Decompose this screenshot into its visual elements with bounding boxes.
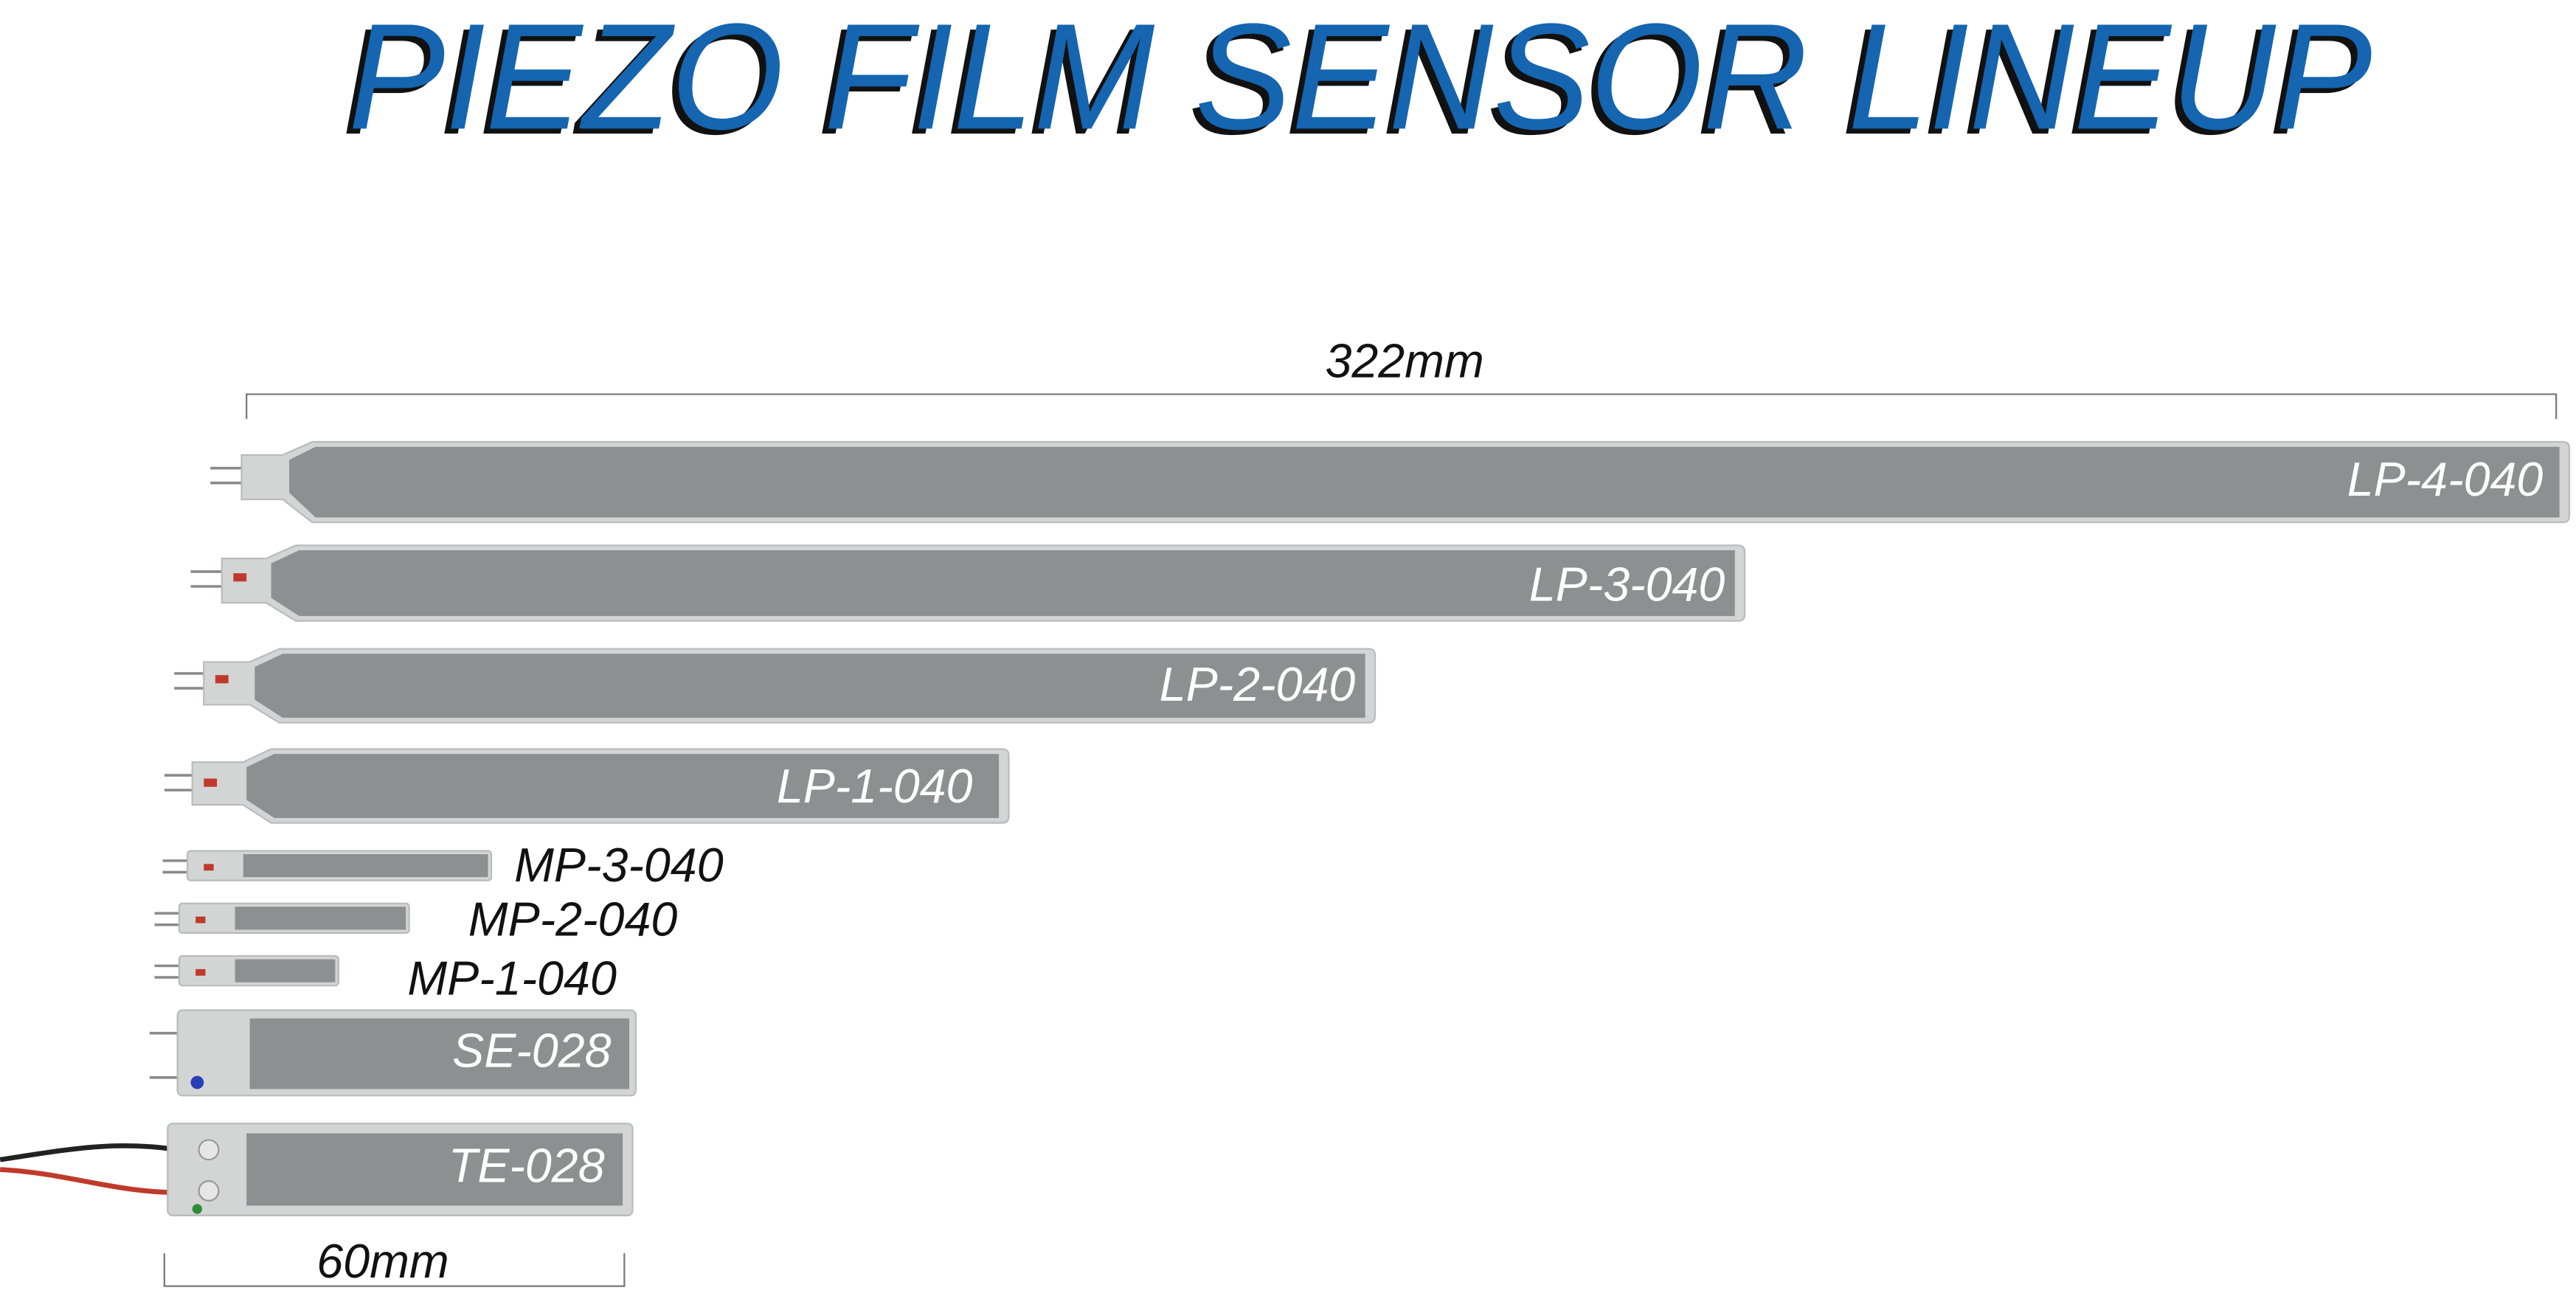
sensor-se-028 bbox=[149, 1009, 637, 1097]
electrode bbox=[271, 550, 1735, 617]
marker-dot bbox=[190, 1075, 204, 1089]
rivet bbox=[198, 1180, 220, 1202]
solder-dot bbox=[215, 675, 229, 684]
sensor-lp-2 bbox=[174, 648, 1377, 724]
sensor-mp-1 bbox=[154, 954, 339, 987]
wire-red bbox=[0, 1167, 178, 1196]
solder-dot bbox=[195, 916, 206, 924]
sensor-mp-2 bbox=[154, 902, 410, 934]
wire-black bbox=[0, 1143, 179, 1162]
electrode bbox=[249, 1018, 630, 1089]
marker-dot bbox=[192, 1204, 203, 1214]
electrode bbox=[235, 959, 336, 983]
sensor-mp-3 bbox=[162, 850, 493, 881]
sensor-label: MP-1-040 bbox=[407, 952, 617, 1005]
sensor-label: LP-1-040 bbox=[777, 760, 973, 813]
sensor-lp-1 bbox=[164, 748, 1010, 824]
title: PIEZO FILM SENSOR LINEUP bbox=[348, 0, 2372, 161]
electrode bbox=[289, 446, 2560, 518]
sensor-label: LP-2-040 bbox=[1160, 658, 1356, 711]
sensor-label: TE-028 bbox=[449, 1140, 605, 1193]
sensor-label: SE-028 bbox=[452, 1025, 611, 1078]
solder-dot bbox=[233, 573, 247, 582]
solder-dot bbox=[204, 864, 214, 871]
electrode bbox=[235, 907, 406, 930]
solder-dot bbox=[195, 968, 206, 976]
electrode bbox=[243, 853, 488, 878]
width-dimension-line bbox=[163, 1253, 626, 1287]
width-dimension-label: 60mm bbox=[316, 1235, 449, 1288]
sensor-lp-4 bbox=[210, 440, 2571, 524]
length-dimension-label: 322mm bbox=[1325, 334, 1483, 387]
sensor-lp-3 bbox=[190, 544, 1746, 622]
title-shadow: PIEZO FILM SENSOR LINEUP bbox=[342, 0, 2366, 166]
sensor-label: LP-4-040 bbox=[2347, 453, 2544, 506]
sensor-label: MP-2-040 bbox=[468, 893, 678, 946]
solder-dot bbox=[204, 778, 218, 787]
electrode bbox=[246, 1133, 623, 1206]
length-dimension-line bbox=[246, 393, 2558, 419]
rivet bbox=[198, 1139, 220, 1161]
sensor-label: LP-3-040 bbox=[1529, 558, 1725, 611]
sensor-te-028 bbox=[0, 1123, 634, 1216]
sensor-label: MP-3-040 bbox=[514, 839, 724, 892]
electrode bbox=[255, 654, 1365, 718]
electrode bbox=[246, 754, 1000, 818]
